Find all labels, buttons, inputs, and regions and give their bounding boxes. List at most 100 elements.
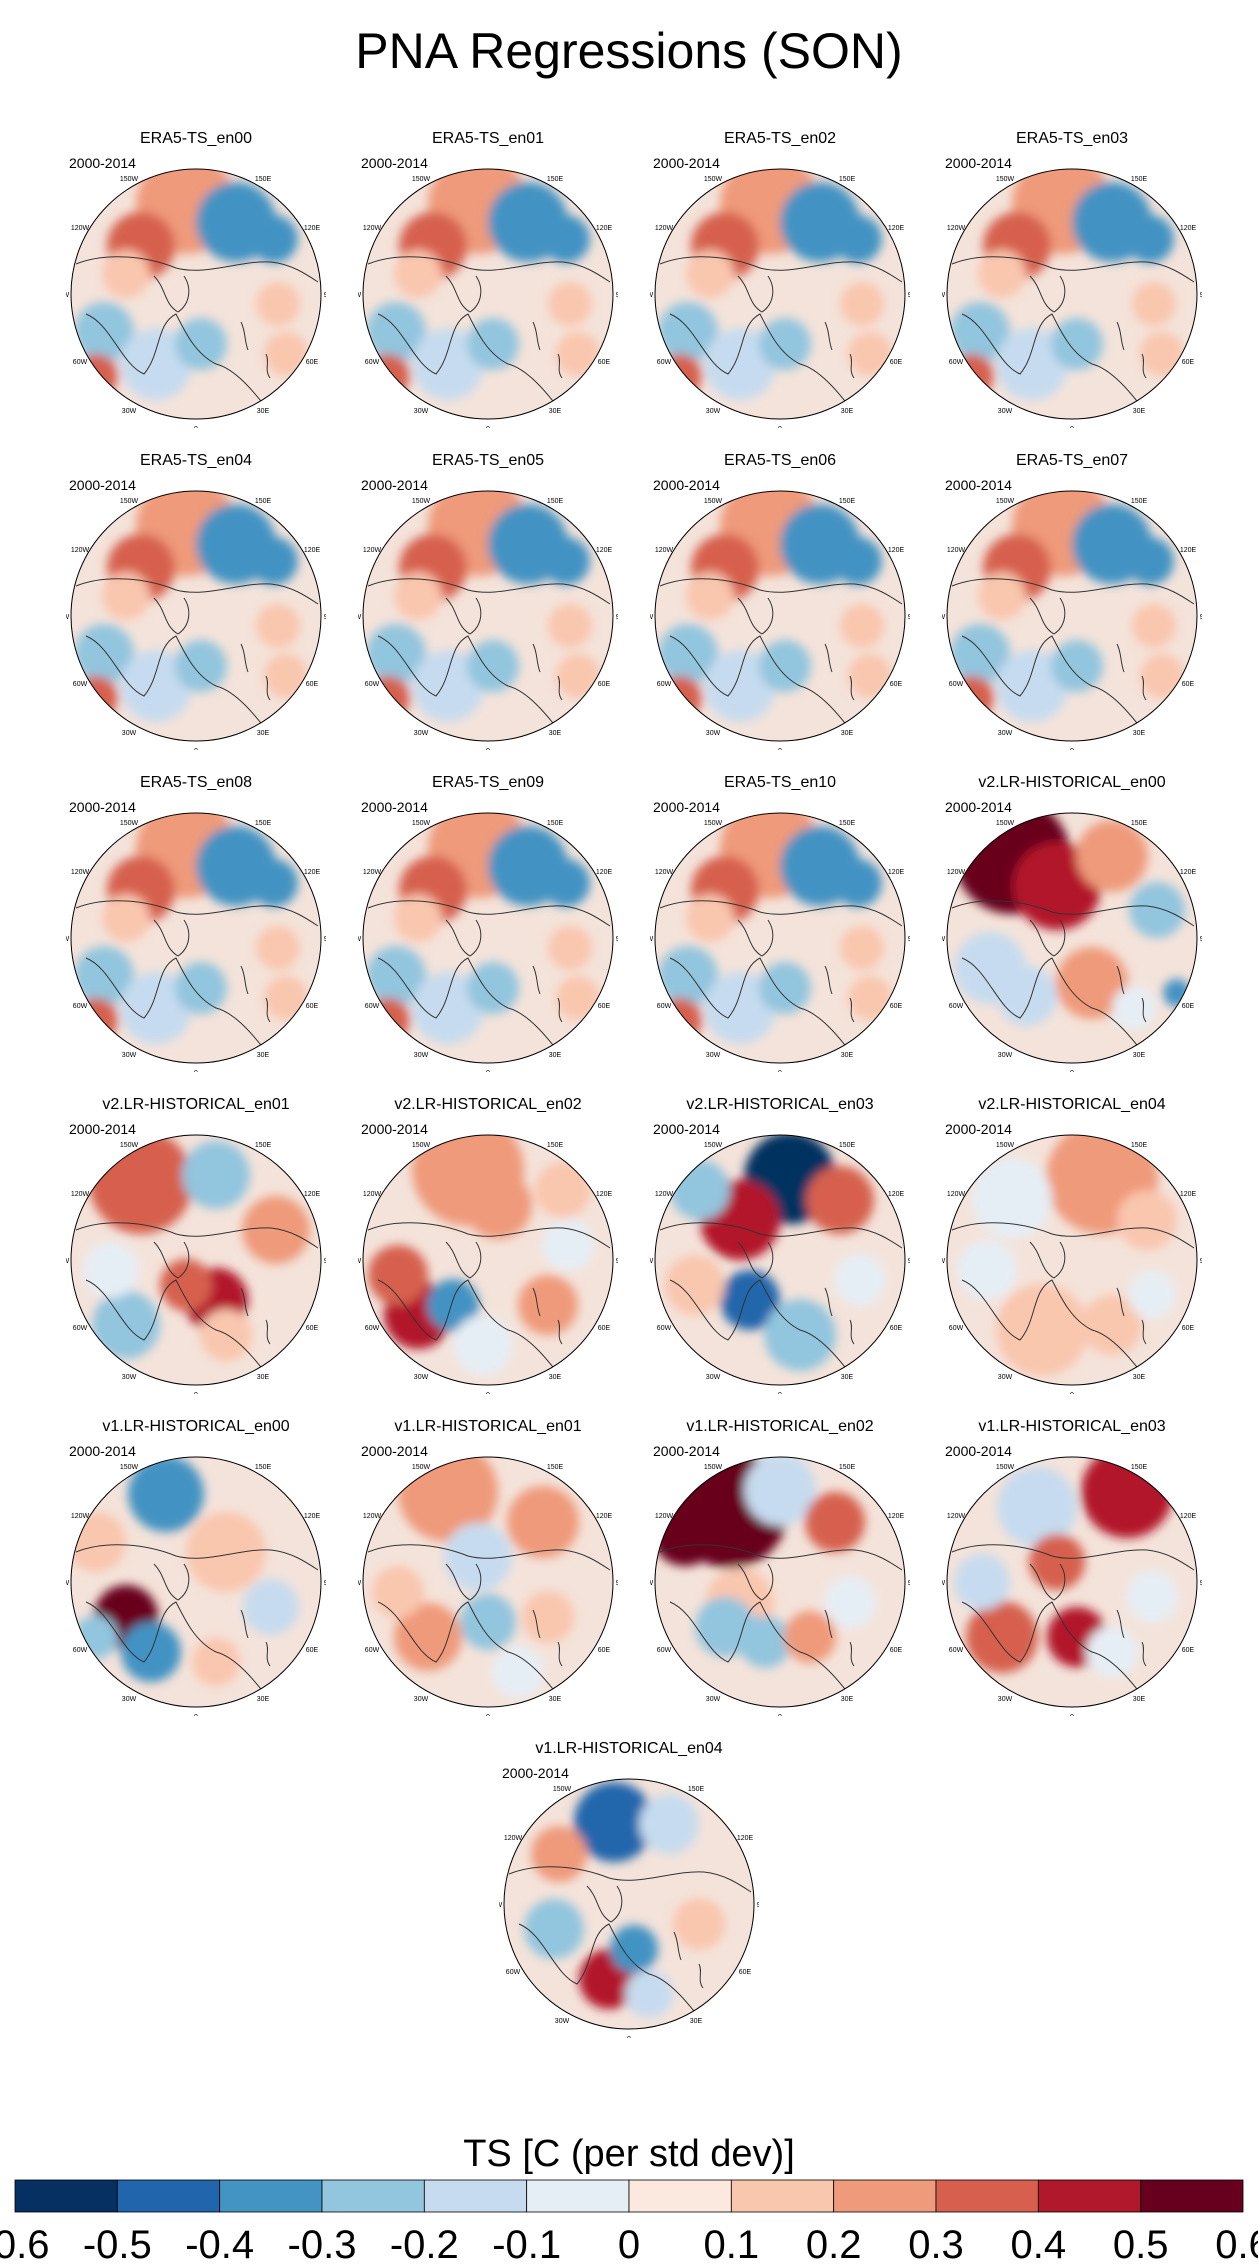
polar-map: 180 150E 120E 90E 60E 30E 0 30W 60W 90W 120W 150W — [650, 808, 910, 1072]
longitude-label: 150E — [547, 1142, 564, 1149]
anomaly-region — [264, 654, 308, 698]
longitude-label: 60E — [1182, 1647, 1195, 1654]
longitude-label: 150W — [412, 1142, 431, 1149]
polar-map: 180 150E 120E 90E 60E 30E 0 30W 60W 90W 120W 150W — [499, 1774, 759, 2038]
longitude-label: 30W — [998, 730, 1013, 737]
anomaly-region — [250, 859, 298, 907]
longitude-label: 90W — [358, 936, 362, 943]
panel-period: 2000-2014 — [653, 155, 720, 171]
panel-title: ERA5-TS_en04 — [139, 452, 253, 469]
anomaly-region — [120, 328, 192, 400]
colorbar-tick: -0.6 — [0, 2223, 50, 2267]
longitude-label: 30W — [414, 1696, 429, 1703]
anomaly-region — [71, 1512, 126, 1572]
colorbar-label: TS [C (per std dev)] — [463, 2133, 795, 2175]
longitude-label: 120E — [304, 1191, 321, 1198]
panel-title: v2.LR-HISTORICAL_en00 — [978, 774, 1166, 791]
anomaly-region — [704, 328, 776, 400]
anomaly-region — [1140, 654, 1184, 698]
anomaly-region — [1076, 820, 1148, 892]
longitude-label: 30W — [998, 408, 1013, 415]
panel-title: v1.LR-HISTORICAL_en00 — [102, 1418, 290, 1435]
anomaly-region — [848, 654, 892, 698]
longitude-label: 60E — [306, 681, 319, 688]
coastline — [85, 635, 272, 737]
polar-map: 180 150E 120E 90E 60E 30E 0 30W 60W 90W 120W 150W — [942, 808, 1202, 1072]
anomaly-region — [834, 537, 882, 585]
coastline — [367, 1222, 611, 1249]
anomaly-region — [366, 946, 426, 1006]
panel-title: ERA5-TS_en01 — [431, 130, 545, 147]
longitude-label: 60W — [657, 1325, 672, 1332]
longitude-label: 60E — [306, 1647, 319, 1654]
colorbar-box — [833, 2179, 937, 2213]
anomaly-region — [686, 894, 734, 942]
anomaly-region — [759, 962, 811, 1014]
anomaly-region — [759, 640, 811, 692]
polar-map: 180 150E 120E 90E 60E 30E 0 30W 60W 90W 120W 150W — [650, 1452, 910, 1716]
coastline — [659, 578, 903, 605]
colorbar-tick: 0.3 — [908, 2223, 964, 2267]
longitude-label: 150E — [1131, 1464, 1148, 1471]
longitude-label: 150E — [255, 1142, 272, 1149]
longitude-label: 150E — [255, 498, 272, 505]
longitude-label: 150E — [255, 820, 272, 827]
longitude-label: 120W — [655, 1513, 674, 1520]
longitude-label: 120W — [71, 547, 90, 554]
anomaly-region — [625, 1970, 673, 2018]
coastline — [659, 256, 903, 283]
longitude-label: 150W — [996, 1142, 1015, 1149]
longitude-label: 30W — [414, 408, 429, 415]
longitude-label: 120E — [304, 547, 321, 554]
coastline — [951, 1544, 1195, 1571]
longitude-label: 30E — [257, 1052, 270, 1059]
longitude-label: 30W — [998, 1696, 1013, 1703]
colorbar-tick: -0.1 — [492, 2223, 562, 2267]
longitude-label: 60E — [1182, 1003, 1195, 1010]
anomaly-region — [175, 318, 227, 370]
polar-map: 180 150E 120E 90E 60E 30E 0 30W 60W 90W 120W 150W — [358, 1452, 618, 1716]
longitude-label: 90E — [1200, 292, 1202, 299]
longitude-label: 0 — [194, 748, 198, 750]
anomaly-region — [507, 1486, 579, 1558]
anomaly-region — [574, 1782, 654, 1862]
longitude-label: 60W — [365, 359, 380, 366]
coastline — [153, 919, 190, 957]
panel-period: 2000-2014 — [945, 1443, 1012, 1459]
longitude-label: 120W — [947, 547, 966, 554]
map-boundary — [70, 1456, 322, 1708]
anomaly-region — [1126, 1571, 1178, 1623]
longitude-label: 30W — [122, 1052, 137, 1059]
longitude-label: 90W — [650, 936, 654, 943]
anomaly-region — [453, 1315, 513, 1375]
longitude-label: 90E — [324, 1580, 326, 1587]
colorbar-tick: 0 — [617, 2223, 641, 2267]
longitude-label: 90W — [650, 614, 654, 621]
coastline — [669, 313, 856, 415]
longitude-label: 150W — [120, 498, 139, 505]
longitude-label: 90E — [616, 614, 618, 621]
longitude-label: 0 — [627, 2036, 631, 2038]
coastline — [75, 1544, 319, 1571]
colorbar-box — [321, 2179, 425, 2213]
anomaly-region — [673, 1898, 725, 1950]
coastline — [951, 1222, 1195, 1249]
anomaly-region — [74, 302, 134, 362]
anomaly-region — [535, 1162, 591, 1218]
longitude-label: 30E — [841, 1374, 854, 1381]
polar-map: 180 150E 120E 90E 60E 30E 0 30W 60W 90W 120W 150W — [650, 486, 910, 750]
longitude-label: 0 — [486, 1714, 490, 1716]
longitude-label: 60W — [73, 359, 88, 366]
longitude-label: 150W — [704, 1142, 723, 1149]
longitude-label: 150E — [839, 1464, 856, 1471]
longitude-label: 30E — [257, 408, 270, 415]
longitude-label: 30E — [1133, 1374, 1146, 1381]
longitude-label: 120W — [947, 1513, 966, 1520]
longitude-label: 60W — [73, 1647, 88, 1654]
longitude-label: 60E — [1182, 681, 1195, 688]
longitude-label: 90E — [908, 1580, 910, 1587]
map-boundary — [362, 812, 614, 1064]
anomaly-region — [427, 1279, 479, 1331]
panel-title: ERA5-TS_en09 — [431, 774, 545, 791]
